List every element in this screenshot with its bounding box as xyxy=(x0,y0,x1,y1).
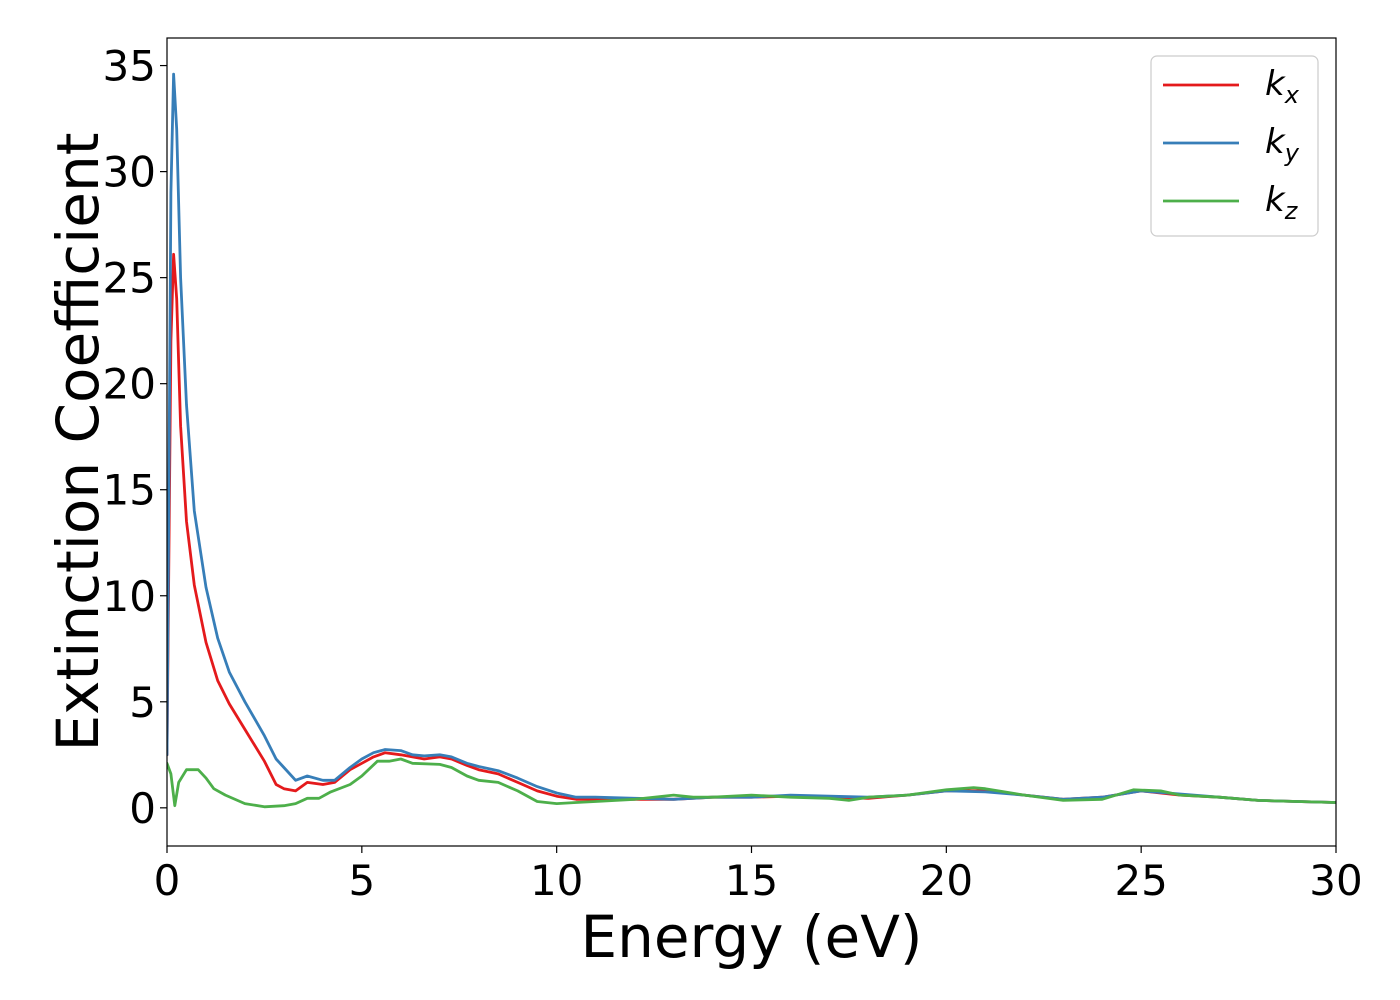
legend-box xyxy=(1150,55,1319,237)
y-tick-label: 15 xyxy=(103,466,156,515)
y-tick-label: 5 xyxy=(129,678,156,727)
y-tick-label: 30 xyxy=(103,148,156,197)
y-tick-label: 10 xyxy=(103,572,156,621)
y-tick-label: 0 xyxy=(129,784,156,833)
y-axis: 0 5 10 15 20 25 30 35 xyxy=(103,42,167,833)
x-axis: 0 5 10 15 20 25 30 xyxy=(154,846,1363,905)
x-axis-label: Energy (eV) xyxy=(580,903,922,971)
x-tick-label: 30 xyxy=(1309,856,1362,905)
x-tick-label: 15 xyxy=(725,856,778,905)
x-tick-label: 5 xyxy=(348,856,375,905)
x-tick-label: 10 xyxy=(530,856,583,905)
legend-label-x: kx xyxy=(1265,64,1300,109)
series-line-x xyxy=(167,252,1336,804)
y-tick-label: 35 xyxy=(103,42,156,91)
series-layer xyxy=(167,72,1336,809)
x-tick-label: 0 xyxy=(154,856,181,905)
y-axis-label: Extinction Coefficient xyxy=(44,133,112,752)
y-tick-label: 25 xyxy=(103,254,156,303)
series-line-z xyxy=(167,757,1336,809)
legend-label-y: ky xyxy=(1265,122,1300,167)
series-line-y xyxy=(167,72,1336,804)
y-tick-label: 20 xyxy=(103,360,156,409)
x-tick-label: 25 xyxy=(1114,856,1167,905)
x-tick-label: 20 xyxy=(920,856,973,905)
